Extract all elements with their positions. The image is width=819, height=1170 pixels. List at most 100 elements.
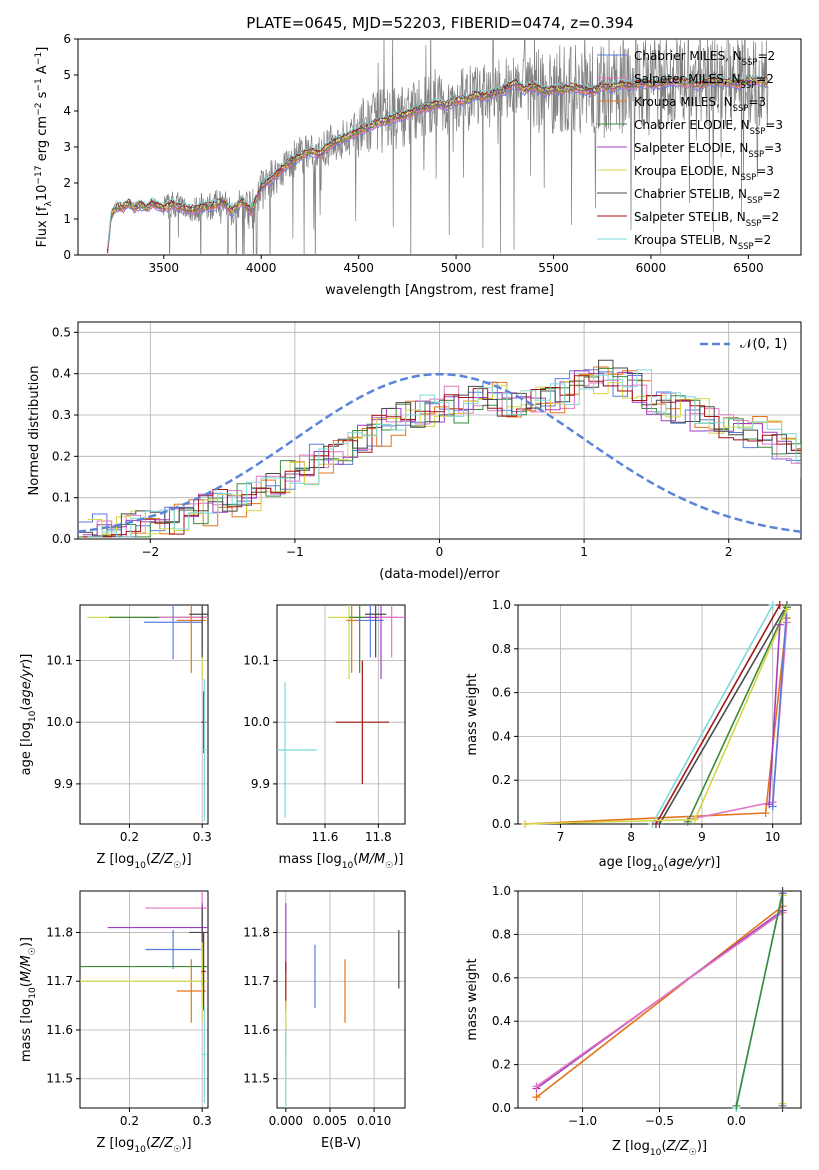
- label-part: )]: [181, 1136, 191, 1151]
- x-tick-label: 6000: [636, 261, 667, 275]
- weight-line-2: [771, 607, 788, 807]
- label-part: Z [log: [96, 852, 134, 867]
- weight-line-6: [687, 606, 788, 823]
- weight-marker: [761, 809, 770, 818]
- label-part: Z/Z: [150, 1136, 174, 1151]
- label-part: (: [146, 852, 151, 867]
- label-part: Salpeter ELODIE, N: [634, 141, 748, 155]
- weight-marker: [690, 815, 699, 824]
- weight-marker: [521, 820, 530, 828]
- legend-entry: Kroupa STELIB, NSSP=2: [634, 233, 771, 251]
- y-tick-label: 10.1: [46, 654, 73, 668]
- y-tick-label: 0.3: [52, 408, 71, 422]
- weight-line-3: [651, 604, 774, 825]
- label-part: ☉: [689, 1148, 697, 1158]
- y-tick-label: 0.2: [492, 1058, 511, 1072]
- legend-entry: Kroupa MILES, NSSP=3: [634, 95, 766, 113]
- label-part: SSP: [741, 80, 757, 90]
- x-tick-label: −1.0: [568, 1114, 597, 1128]
- x-tick-label: 0.005: [313, 1114, 347, 1128]
- label-part: −17: [34, 165, 44, 184]
- label-part: Z/Z: [150, 852, 174, 867]
- legend-entry: Salpeter MILES, NSSP=2: [634, 72, 774, 90]
- line-plot: [521, 601, 791, 828]
- label-part: )]: [393, 852, 403, 867]
- label-part: (: [19, 705, 34, 710]
- axes-box: [79, 890, 209, 1109]
- normal-curve: [78, 372, 801, 534]
- label-part: erg cm: [35, 116, 50, 165]
- label-part: 10: [134, 1145, 146, 1155]
- y-tick-label: 0.4: [492, 1014, 511, 1028]
- weight-line-4: [735, 893, 784, 1106]
- weight-marker: [782, 605, 791, 614]
- label-part: =2: [757, 49, 775, 63]
- spectrum-plot: [106, 39, 769, 255]
- y-tick-label: 11.6: [243, 1023, 270, 1037]
- y-tick-label: 0: [63, 248, 71, 262]
- axes-frame: 11.6 11.8 9.9 10.0 10.1: [243, 604, 406, 844]
- label-part: Chabrier MILES, N: [634, 49, 742, 63]
- label-part: −1: [34, 78, 44, 91]
- x-tick-label: 2: [725, 545, 733, 559]
- y-tick-label: 11.6: [46, 1023, 73, 1037]
- weight-line-0: [536, 905, 783, 1098]
- y-tick-label: 10.1: [243, 654, 270, 668]
- y-tick-label: 0.0: [492, 817, 511, 831]
- histogram-7: [82, 375, 801, 538]
- label-part: M/M: [358, 852, 385, 867]
- y-tick-label: 9.9: [54, 777, 73, 791]
- label-part: 10: [28, 710, 38, 722]
- y-tick-label: 0.0: [492, 1101, 511, 1115]
- y-tick-label: 1.0: [492, 884, 511, 898]
- label-part: SSP: [746, 218, 762, 228]
- weight-line-7: [525, 609, 788, 825]
- label-part: =3: [748, 95, 766, 109]
- label-part: ]: [35, 47, 50, 52]
- weight-line-5: [658, 604, 788, 825]
- axes-box: [276, 604, 406, 825]
- y-tick-label: 0.6: [492, 971, 511, 985]
- legend-entry: Chabrier ELODIE, NSSP=3: [634, 118, 783, 136]
- errorbar-plot: [80, 891, 208, 1104]
- label-part: =2: [761, 210, 779, 224]
- histogram-3: [78, 367, 801, 538]
- label-part: =2: [756, 72, 774, 86]
- label-part: 10: [342, 861, 354, 871]
- label-part: Flux [f: [35, 206, 50, 247]
- label-part: E(B-V): [321, 1136, 361, 1151]
- errorbar-plot: [277, 605, 405, 818]
- legend-entry: Chabrier MILES, NSSP=2: [634, 49, 775, 67]
- x-tick-label: 0.2: [120, 1114, 139, 1128]
- legend-entry: Salpeter STELIB, NSSP=2: [634, 210, 779, 228]
- y-axis-label: Flux [fλ10−17 erg cm−2 s−1 A−1]: [34, 47, 54, 248]
- histogram-8: [87, 369, 801, 538]
- y-tick-label: 0.1: [52, 491, 71, 505]
- axes-frame: 0.2 0.3 11.5 11.6 11.7 11.8: [46, 890, 212, 1128]
- grid-group: [80, 605, 208, 824]
- axes-frame: −1.0 −0.5 0.0 0.0 0.2 0.4 0.6 0.8 1.0: [492, 884, 802, 1128]
- label-part: ☉: [173, 1145, 181, 1155]
- label-part: (: [663, 855, 668, 870]
- label-part: A: [35, 65, 50, 78]
- x-axis-label: wavelength [Angstrom, rest frame]: [325, 283, 554, 298]
- x-tick-label: 9: [698, 830, 706, 844]
- y-tick-label: 11.5: [243, 1072, 270, 1086]
- label-part: 10: [28, 987, 38, 999]
- label-part: Z [log: [612, 1139, 650, 1154]
- y-tick-label: 10.0: [46, 715, 73, 729]
- y-tick-label: 11.5: [46, 1072, 73, 1086]
- panel-7: −1.0 −0.5 0.0 0.0 0.2 0.4 0.6 0.8 1.0 Z [log10(Z/…: [465, 884, 802, 1158]
- x-tick-label: 0.000: [269, 1114, 303, 1128]
- y-axis-label: mass weight: [465, 958, 480, 1040]
- x-tick-label: −2: [141, 545, 159, 559]
- label-part: SSP: [748, 149, 764, 159]
- y-tick-label: 10.0: [243, 715, 270, 729]
- panel-1: −2 −1 0 1 2 0.0 0.1 0.2 0.3 0.4 0.5 𝒩(0, 1) (data-mo…: [27, 321, 802, 582]
- label-part: =3: [765, 118, 783, 132]
- y-tick-label: 0.4: [492, 729, 511, 743]
- x-tick-label: −1: [286, 545, 304, 559]
- y-axis-label: age [log10(age/yr)]: [19, 654, 38, 776]
